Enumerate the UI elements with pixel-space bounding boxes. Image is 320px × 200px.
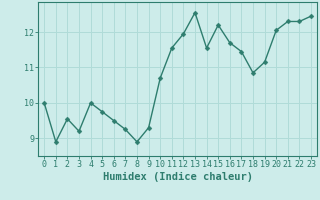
X-axis label: Humidex (Indice chaleur): Humidex (Indice chaleur) [103,172,252,182]
